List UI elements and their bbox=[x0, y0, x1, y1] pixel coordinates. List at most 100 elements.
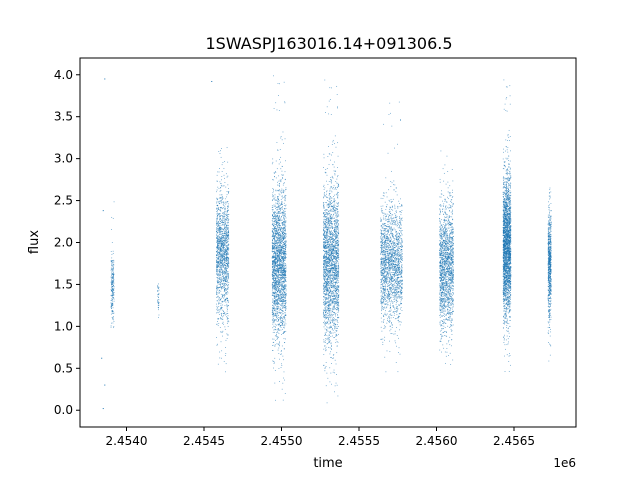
data-point bbox=[274, 286, 276, 288]
data-point bbox=[217, 244, 218, 246]
data-point bbox=[283, 292, 285, 294]
data-point bbox=[282, 210, 284, 212]
data-point bbox=[273, 245, 275, 247]
data-point bbox=[334, 292, 336, 294]
data-point bbox=[273, 292, 275, 294]
data-point bbox=[272, 266, 273, 268]
data-point bbox=[277, 307, 279, 309]
data-point bbox=[219, 227, 221, 229]
data-point bbox=[221, 228, 223, 230]
data-point bbox=[282, 207, 283, 209]
data-point bbox=[223, 315, 224, 317]
data-point bbox=[227, 288, 228, 290]
data-point bbox=[284, 317, 286, 319]
data-point bbox=[278, 265, 279, 267]
data-point bbox=[328, 146, 329, 147]
data-point bbox=[221, 265, 222, 266]
data-point bbox=[275, 320, 277, 321]
data-point bbox=[284, 208, 285, 210]
data-point bbox=[273, 217, 274, 219]
data-point bbox=[113, 273, 115, 274]
data-point bbox=[219, 197, 221, 199]
data-point bbox=[284, 250, 286, 252]
data-point bbox=[274, 247, 276, 249]
data-point bbox=[277, 201, 279, 203]
data-point bbox=[276, 317, 277, 318]
data-point bbox=[280, 275, 282, 277]
data-point bbox=[276, 269, 278, 271]
data-point bbox=[222, 282, 224, 284]
data-point bbox=[333, 306, 335, 307]
data-point bbox=[221, 199, 223, 200]
data-point bbox=[277, 272, 279, 274]
data-point bbox=[274, 229, 275, 231]
data-point bbox=[281, 252, 283, 253]
data-point bbox=[272, 249, 274, 250]
data-point bbox=[221, 251, 223, 252]
data-point bbox=[283, 222, 285, 224]
data-point bbox=[216, 204, 218, 206]
data-point bbox=[280, 267, 282, 269]
data-point bbox=[112, 311, 113, 312]
data-point bbox=[220, 253, 222, 254]
data-point bbox=[280, 277, 282, 278]
data-point bbox=[285, 242, 286, 244]
data-point bbox=[275, 253, 277, 255]
data-point bbox=[274, 300, 275, 301]
data-point bbox=[273, 204, 275, 206]
data-point bbox=[271, 230, 273, 231]
data-point bbox=[274, 245, 275, 247]
data-point bbox=[274, 233, 276, 235]
data-point bbox=[272, 279, 274, 281]
data-point bbox=[282, 227, 284, 228]
data-point bbox=[283, 236, 285, 238]
data-point bbox=[276, 209, 278, 211]
data-point bbox=[217, 279, 218, 281]
data-point bbox=[227, 224, 229, 226]
data-point bbox=[274, 240, 276, 241]
data-point bbox=[322, 274, 324, 275]
data-point bbox=[227, 211, 228, 212]
data-point bbox=[276, 332, 277, 334]
data-point bbox=[227, 271, 229, 273]
data-point bbox=[222, 216, 224, 218]
data-point bbox=[324, 286, 326, 287]
data-point bbox=[218, 229, 220, 231]
data-point bbox=[327, 287, 329, 289]
data-point bbox=[283, 214, 285, 216]
data-point bbox=[274, 297, 276, 299]
data-point bbox=[226, 263, 228, 265]
data-point bbox=[272, 282, 273, 283]
data-point bbox=[330, 330, 331, 332]
data-point bbox=[219, 254, 221, 256]
data-point bbox=[272, 235, 274, 237]
data-point bbox=[281, 235, 283, 237]
data-point bbox=[275, 230, 277, 232]
data-point bbox=[279, 219, 281, 221]
data-point bbox=[223, 245, 225, 247]
data-point bbox=[282, 289, 284, 291]
data-point bbox=[281, 350, 282, 352]
data-point bbox=[227, 228, 229, 230]
data-point bbox=[285, 244, 287, 246]
data-point bbox=[325, 251, 327, 253]
data-point bbox=[284, 200, 286, 202]
data-point bbox=[216, 286, 217, 288]
data-point bbox=[330, 246, 332, 248]
data-point bbox=[216, 260, 218, 261]
data-point bbox=[329, 268, 331, 270]
data-point bbox=[284, 199, 286, 201]
data-point bbox=[113, 279, 115, 280]
data-point bbox=[217, 266, 219, 268]
data-point bbox=[111, 285, 113, 287]
data-point bbox=[338, 202, 340, 203]
data-point bbox=[223, 323, 225, 325]
data-point bbox=[279, 267, 281, 269]
data-point bbox=[325, 239, 327, 241]
data-point bbox=[222, 237, 223, 239]
data-point bbox=[222, 273, 223, 275]
data-point bbox=[333, 245, 335, 247]
data-point bbox=[272, 272, 274, 274]
data-point bbox=[227, 228, 228, 229]
data-point bbox=[220, 318, 222, 320]
